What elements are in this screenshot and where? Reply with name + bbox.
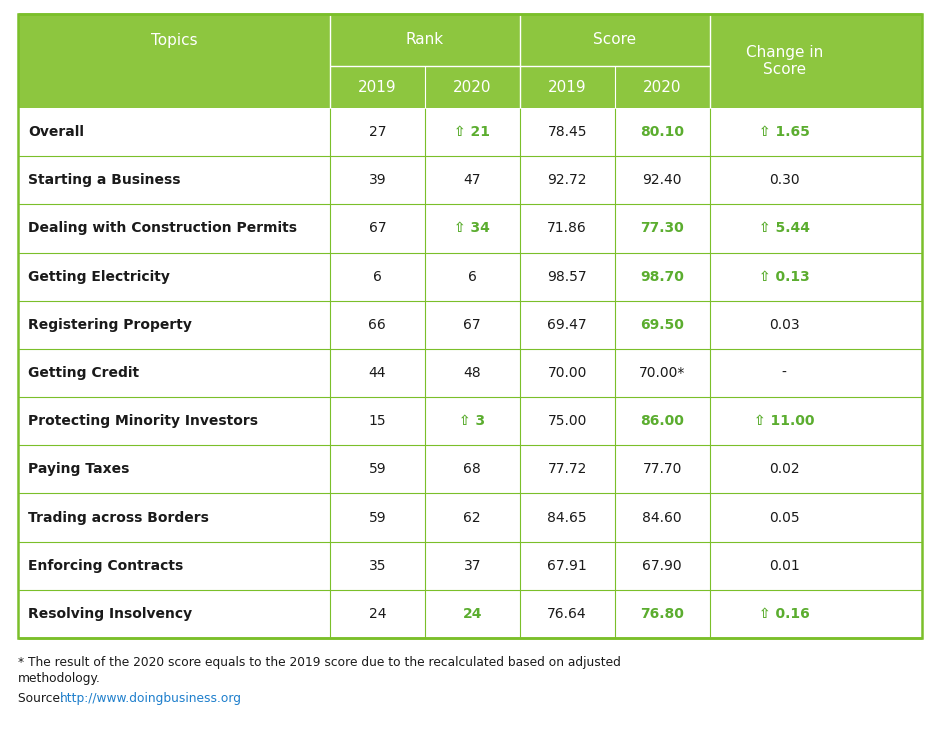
Text: * The result of the 2020 score equals to the 2019 score due to the recalculated : * The result of the 2020 score equals to…: [18, 656, 621, 669]
Text: Trading across Borders: Trading across Borders: [28, 511, 209, 525]
Text: 0.02: 0.02: [769, 463, 799, 476]
Text: Source:: Source:: [18, 692, 68, 705]
Text: Topics: Topics: [150, 32, 197, 48]
Bar: [18, 445, 922, 493]
Text: 35: 35: [368, 559, 386, 572]
Bar: [18, 493, 922, 542]
Text: 0.01: 0.01: [769, 559, 800, 572]
Text: Starting a Business: Starting a Business: [28, 173, 180, 187]
Text: Getting Electricity: Getting Electricity: [28, 270, 170, 284]
Text: methodology.: methodology.: [18, 672, 101, 685]
Text: ⇧ 5.44: ⇧ 5.44: [759, 221, 809, 235]
Text: 77.30: 77.30: [640, 221, 684, 235]
Text: 80.10: 80.10: [640, 125, 684, 139]
Text: 92.72: 92.72: [547, 173, 587, 187]
Text: 67.91: 67.91: [547, 559, 588, 572]
Text: ⇧ 1.65: ⇧ 1.65: [759, 125, 809, 139]
Bar: [18, 156, 922, 205]
Text: Enforcing Contracts: Enforcing Contracts: [28, 559, 183, 572]
Bar: [18, 253, 922, 301]
Text: ⇧ 21: ⇧ 21: [454, 125, 491, 139]
Text: Change in
Score: Change in Score: [745, 45, 822, 77]
Text: Overall: Overall: [28, 125, 84, 139]
Text: 15: 15: [368, 414, 386, 428]
Text: 76.64: 76.64: [547, 607, 587, 621]
Text: Paying Taxes: Paying Taxes: [28, 463, 130, 476]
Text: 0.30: 0.30: [769, 173, 799, 187]
Text: 69.50: 69.50: [640, 318, 684, 332]
Text: 0.05: 0.05: [769, 511, 799, 525]
Bar: [18, 301, 922, 349]
Text: 6: 6: [373, 270, 382, 284]
Text: 86.00: 86.00: [640, 414, 684, 428]
Text: 0.03: 0.03: [769, 318, 799, 332]
Text: 67: 67: [368, 221, 386, 235]
Text: 75.00: 75.00: [547, 414, 587, 428]
Text: 76.80: 76.80: [640, 607, 684, 621]
Text: ⇧ 0.13: ⇧ 0.13: [759, 270, 809, 284]
Text: 39: 39: [368, 173, 386, 187]
Text: 67.90: 67.90: [642, 559, 682, 572]
Bar: [18, 205, 922, 253]
Text: 6: 6: [468, 270, 477, 284]
Bar: [18, 14, 922, 66]
Text: 98.57: 98.57: [547, 270, 587, 284]
Text: 27: 27: [368, 125, 386, 139]
Text: 70.00*: 70.00*: [639, 366, 685, 380]
Text: 67: 67: [463, 318, 481, 332]
Text: 47: 47: [463, 173, 481, 187]
Text: 71.86: 71.86: [547, 221, 588, 235]
Text: 48: 48: [463, 366, 481, 380]
Text: 2019: 2019: [548, 79, 587, 95]
Text: 59: 59: [368, 511, 386, 525]
Text: http://www.doingbusiness.org: http://www.doingbusiness.org: [60, 692, 242, 705]
Text: ⇧ 11.00: ⇧ 11.00: [754, 414, 814, 428]
Text: 2019: 2019: [358, 79, 397, 95]
Text: -: -: [782, 366, 787, 380]
Text: 68: 68: [463, 463, 481, 476]
Text: 66: 66: [368, 318, 386, 332]
Text: 98.70: 98.70: [640, 270, 684, 284]
Text: Score: Score: [593, 32, 636, 48]
Text: Rank: Rank: [406, 32, 444, 48]
Text: 44: 44: [368, 366, 386, 380]
Text: 2020: 2020: [643, 79, 682, 95]
Text: 84.65: 84.65: [547, 511, 587, 525]
Text: 84.60: 84.60: [642, 511, 682, 525]
Text: 24: 24: [462, 607, 482, 621]
Text: Getting Credit: Getting Credit: [28, 366, 139, 380]
Bar: [18, 349, 922, 397]
Text: ⇧ 34: ⇧ 34: [454, 221, 490, 235]
Text: 2020: 2020: [453, 79, 492, 95]
Text: Dealing with Construction Permits: Dealing with Construction Permits: [28, 221, 297, 235]
Text: 59: 59: [368, 463, 386, 476]
Text: ⇧ 0.16: ⇧ 0.16: [759, 607, 809, 621]
Text: Registering Property: Registering Property: [28, 318, 192, 332]
Text: Protecting Minority Investors: Protecting Minority Investors: [28, 414, 258, 428]
Bar: [18, 397, 922, 445]
Text: 37: 37: [463, 559, 481, 572]
Text: 77.70: 77.70: [642, 463, 682, 476]
Text: 78.45: 78.45: [547, 125, 587, 139]
Text: Resolving Insolvency: Resolving Insolvency: [28, 607, 192, 621]
Text: 77.72: 77.72: [547, 463, 587, 476]
Text: 62: 62: [463, 511, 481, 525]
Bar: [18, 542, 922, 590]
Text: 70.00: 70.00: [547, 366, 587, 380]
Text: ⇧ 3: ⇧ 3: [460, 414, 485, 428]
Text: 92.40: 92.40: [642, 173, 682, 187]
Bar: [18, 108, 922, 156]
Bar: [18, 66, 922, 108]
Text: 24: 24: [368, 607, 386, 621]
Bar: [18, 590, 922, 638]
Bar: [18, 14, 922, 638]
Text: 69.47: 69.47: [547, 318, 587, 332]
